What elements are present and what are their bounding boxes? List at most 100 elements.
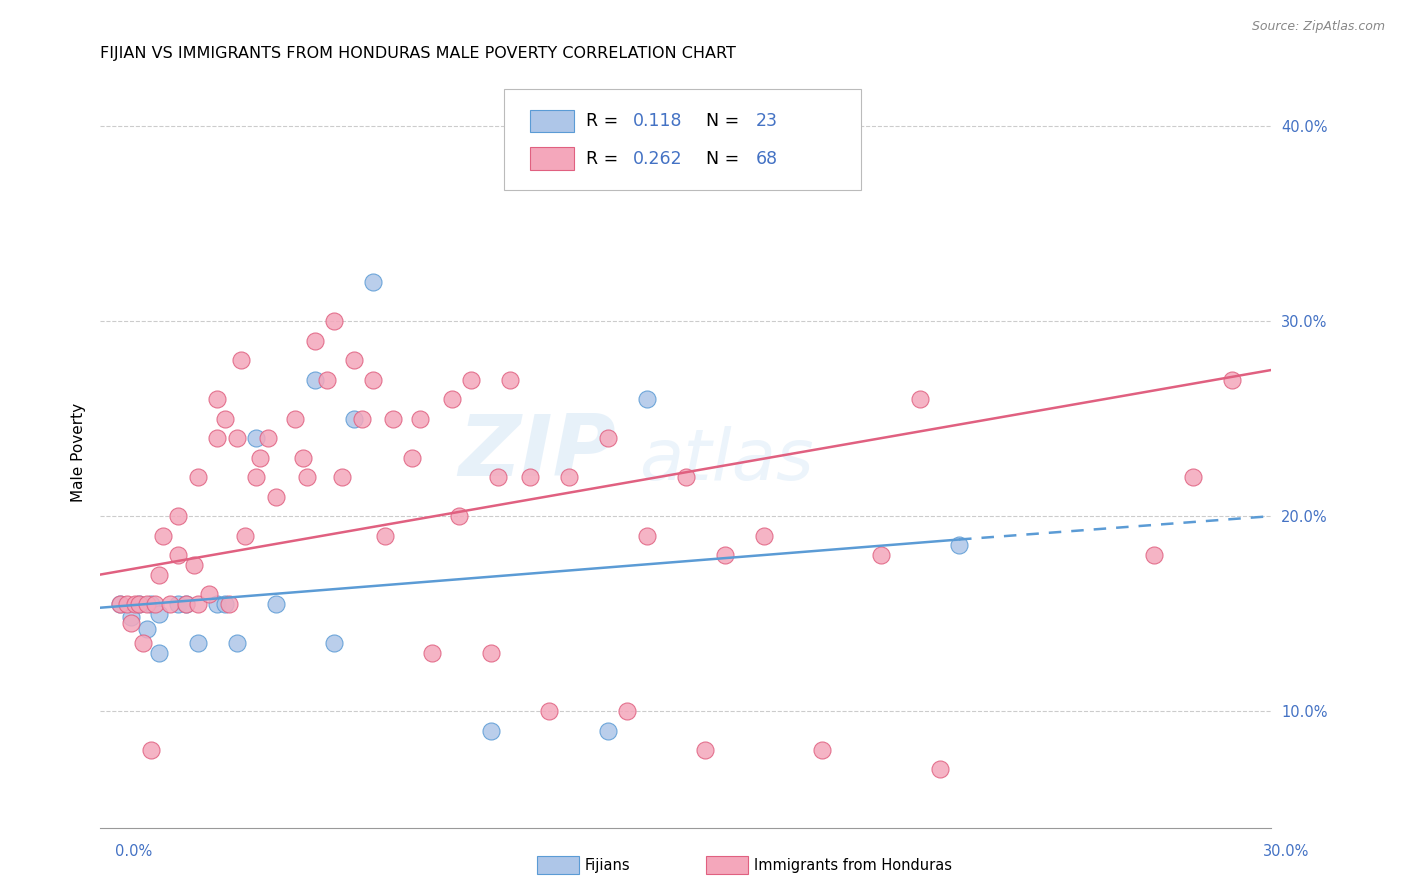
Point [870, 548, 893, 562]
Point [363, 373, 385, 387]
Point [249, 450, 271, 465]
Point [596, 723, 619, 738]
Point [148, 646, 170, 660]
Point [132, 636, 155, 650]
Point [460, 373, 482, 387]
FancyBboxPatch shape [505, 89, 862, 190]
Point [143, 597, 166, 611]
Point [323, 636, 346, 650]
Text: 0.0%: 0.0% [115, 845, 152, 859]
Point [486, 470, 509, 484]
Point [675, 470, 697, 484]
Point [295, 470, 318, 484]
Point [315, 373, 337, 387]
Point [148, 567, 170, 582]
Point [245, 431, 267, 445]
Point [167, 509, 190, 524]
Point [218, 597, 240, 611]
Point [120, 616, 142, 631]
Text: 0.262: 0.262 [633, 150, 683, 168]
Point [292, 450, 315, 465]
Point [363, 275, 385, 289]
Point [183, 558, 205, 572]
Point [1143, 548, 1166, 562]
Point [596, 431, 619, 445]
Point [440, 392, 463, 407]
Point [304, 373, 326, 387]
Text: 68: 68 [756, 150, 778, 168]
Point [908, 392, 931, 407]
Bar [530, 110, 575, 132]
Point [245, 470, 267, 484]
Point [152, 528, 174, 542]
Point [381, 411, 404, 425]
Text: R =: R = [586, 112, 624, 130]
Point [128, 597, 150, 611]
Point [409, 411, 432, 425]
Point [401, 450, 423, 465]
Point [229, 353, 252, 368]
Point [233, 528, 256, 542]
Point [264, 597, 287, 611]
Point [449, 509, 471, 524]
Y-axis label: Male Poverty: Male Poverty [72, 403, 86, 502]
Point [479, 723, 502, 738]
Point [117, 597, 139, 611]
Point [374, 528, 396, 542]
Point [139, 597, 162, 611]
Point [636, 528, 658, 542]
Text: Fijians: Fijians [585, 858, 630, 872]
Point [148, 607, 170, 621]
Point [948, 538, 970, 552]
Point [108, 597, 131, 611]
Point [616, 704, 638, 718]
Point [343, 353, 366, 368]
Point [557, 470, 579, 484]
Point [167, 597, 190, 611]
Point [139, 743, 162, 757]
Point [519, 470, 541, 484]
Text: 30.0%: 30.0% [1264, 845, 1309, 859]
Text: 23: 23 [756, 112, 778, 130]
Point [198, 587, 221, 601]
Text: FIJIAN VS IMMIGRANTS FROM HONDURAS MALE POVERTY CORRELATION CHART: FIJIAN VS IMMIGRANTS FROM HONDURAS MALE … [100, 46, 735, 62]
Point [752, 528, 775, 542]
Point [538, 704, 561, 718]
Point [136, 597, 159, 611]
Text: N =: N = [706, 150, 744, 168]
Point [174, 597, 197, 611]
Point [108, 597, 131, 611]
Point [304, 334, 326, 348]
Point [214, 597, 236, 611]
Point [207, 597, 229, 611]
Point [207, 431, 229, 445]
Point [128, 597, 150, 611]
Point [343, 411, 366, 425]
Point [284, 411, 307, 425]
Point [159, 597, 181, 611]
Point [479, 646, 502, 660]
Text: 0.118: 0.118 [633, 112, 682, 130]
Point [257, 431, 280, 445]
Point [1220, 373, 1243, 387]
Point [420, 646, 443, 660]
Text: ZIP: ZIP [458, 411, 616, 494]
Text: R =: R = [586, 150, 624, 168]
Point [225, 431, 247, 445]
Point [499, 373, 522, 387]
Text: Immigrants from Honduras: Immigrants from Honduras [754, 858, 952, 872]
Point [187, 597, 209, 611]
Point [120, 610, 142, 624]
Point [695, 743, 717, 757]
Point [167, 548, 190, 562]
Point [928, 763, 950, 777]
Point [350, 411, 373, 425]
Point [323, 314, 346, 328]
Point [207, 392, 229, 407]
Point [187, 636, 209, 650]
Point [264, 490, 287, 504]
Point [187, 470, 209, 484]
Point [714, 548, 737, 562]
Point [330, 470, 353, 484]
Text: atlas: atlas [638, 425, 814, 495]
